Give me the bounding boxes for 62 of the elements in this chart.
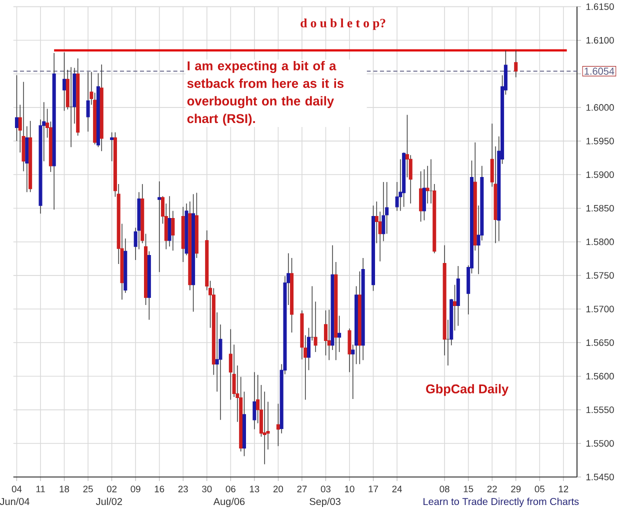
- y-tick-label: 1.5700: [586, 306, 614, 312]
- x-tick-label: 08: [440, 486, 450, 492]
- candlestick: [228, 328, 232, 400]
- candlestick: [171, 210, 175, 251]
- annotation: I am expecting a bit of a setback from here as it is overbought on the daily chart (RSI).: [187, 60, 344, 126]
- candlestick: [338, 315, 342, 352]
- text: Jul/02: [96, 498, 122, 506]
- y-tick-label: 1.5900: [586, 171, 614, 178]
- x-tick-label: 22: [487, 486, 497, 492]
- x-tick-label: 27: [297, 486, 307, 492]
- x-tick-label: 11: [36, 486, 45, 492]
- x-tick-label: 10: [345, 486, 354, 492]
- y-tick-label: 1.5800: [586, 238, 614, 246]
- y-tick-label: 1.6000: [586, 104, 614, 111]
- x-tick-label: 12: [558, 486, 568, 492]
- y-tick-label: 1.5750: [586, 272, 614, 279]
- candlestick: [514, 50, 518, 78]
- annotation: GbpCad Daily: [426, 384, 509, 396]
- candlestick: [422, 168, 426, 221]
- candlestick: [86, 71, 90, 132]
- x-tick-label: 04: [12, 486, 22, 492]
- y-tick-label: 1.5850: [586, 204, 614, 212]
- y-tick-label: 1.5650: [586, 339, 614, 346]
- text: Jun/04: [0, 498, 30, 506]
- candlestick: [327, 309, 331, 360]
- x-tick-label: 13: [250, 486, 260, 492]
- y-tick-label: 1.5950: [586, 138, 614, 144]
- ref-line-label: 1.6054: [584, 68, 614, 75]
- x-tick-label: 06: [226, 486, 236, 492]
- x-tick-label: 09: [130, 486, 140, 492]
- text: Learn to Trade Directly from Charts: [424, 498, 579, 508]
- y-tick-label: 1.5450: [586, 474, 614, 480]
- x-tick-label: 16: [154, 486, 164, 492]
- x-tick-label: 03: [320, 486, 330, 492]
- y-tick-label: 1.5500: [586, 440, 614, 447]
- x-tick-label: 20: [273, 486, 284, 492]
- x-tick-label: 18: [60, 486, 70, 492]
- y-tick-label: 1.6150: [586, 3, 614, 10]
- x-tick-label: 23: [178, 486, 188, 492]
- x-tick-label: 25: [83, 486, 93, 492]
- candlestick: [324, 310, 328, 356]
- candlestick: [419, 170, 423, 222]
- candlestick: [62, 52, 66, 112]
- text: Aug/06: [213, 498, 245, 508]
- text: d o u b l e t o p?: [300, 18, 386, 30]
- x-tick-label: 30: [202, 486, 212, 492]
- x-tick-label: 17: [368, 486, 378, 492]
- candlestick: [14, 74, 18, 142]
- x-tick-label: 24: [392, 486, 402, 492]
- x-tick-label: 05: [534, 486, 544, 492]
- y-tick-label: 1.6100: [586, 36, 614, 44]
- candlestick: [110, 132, 114, 162]
- y-tick-label: 1.5600: [586, 372, 614, 380]
- x-tick-label: 15: [464, 486, 474, 492]
- candlestick: [158, 181, 162, 272]
- candlestick: [453, 284, 457, 331]
- y-tick-label: 1.5550: [586, 406, 614, 414]
- x-tick-label: 02: [106, 486, 117, 492]
- candlestick: [252, 372, 256, 430]
- candlestick: [168, 196, 172, 247]
- x-tick-label: 29: [511, 486, 521, 492]
- text: Sep/03: [310, 498, 340, 508]
